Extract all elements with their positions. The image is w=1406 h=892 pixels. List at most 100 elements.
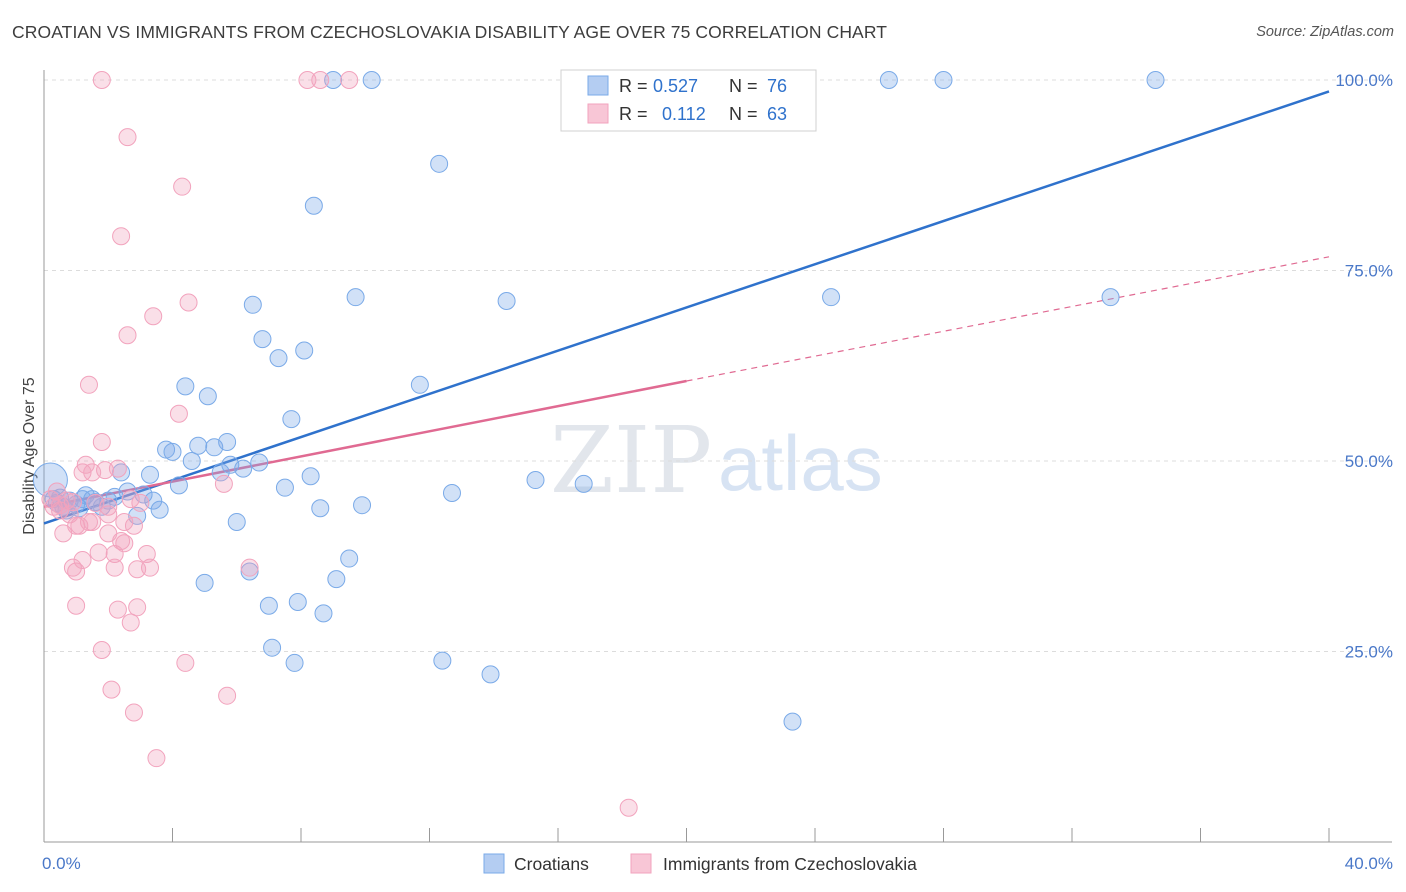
point-croatians — [189, 436, 208, 455]
point-czech — [121, 490, 140, 509]
point-czech — [99, 524, 118, 543]
point-croatians — [481, 665, 500, 684]
point-croatians — [150, 500, 169, 519]
point-croatians — [433, 651, 452, 670]
point-croatians — [288, 592, 307, 611]
point-croatians — [934, 71, 953, 89]
trend-line-czech — [43, 379, 687, 508]
point-croatians — [304, 196, 323, 215]
point-czech — [179, 293, 198, 312]
point-croatians — [285, 653, 304, 672]
y-tick-labels: 25.0% 50.0% 75.0% 100.0% — [1335, 71, 1393, 662]
bottom-legend-label-czech: Immigrants from Czechoslovakia — [663, 854, 917, 874]
point-czech — [141, 558, 160, 577]
point-czech — [57, 491, 76, 510]
legend-swatch-croatians — [587, 75, 609, 96]
point-croatians — [783, 712, 802, 731]
point-croatians — [346, 288, 365, 307]
point-czech — [214, 474, 233, 493]
point-czech — [128, 598, 147, 617]
legend-n-value-1: 76 — [767, 76, 787, 96]
point-croatians — [311, 499, 330, 518]
point-croatians — [1146, 71, 1165, 89]
point-croatians — [282, 410, 301, 429]
point-croatians — [218, 432, 237, 451]
series-immigrants-czechoslovakia — [41, 71, 638, 817]
point-czech — [218, 686, 237, 705]
point-czech — [173, 177, 192, 196]
legend-n-label-1: N = — [729, 76, 758, 96]
legend-r-value-1: 0.527 — [653, 76, 698, 96]
point-croatians — [234, 459, 253, 478]
point-czech — [340, 71, 359, 89]
point-croatians — [240, 562, 259, 581]
point-croatians — [275, 478, 294, 497]
point-croatians — [324, 71, 343, 89]
point-croatians — [340, 549, 359, 568]
point-croatians — [243, 295, 262, 314]
point-croatians — [198, 387, 217, 406]
y-tick-label-25: 25.0% — [1345, 643, 1393, 662]
point-czech — [118, 128, 137, 147]
point-czech — [92, 432, 111, 451]
legend-r-label-2: R = — [619, 104, 648, 124]
legend-r-label-1: R = — [619, 76, 648, 96]
point-czech — [73, 551, 92, 570]
point-croatians — [182, 452, 201, 470]
stats-legend: R = 0.527 N = 76 R = 0.112 N = 63 — [560, 69, 817, 132]
point-czech — [169, 404, 188, 423]
point-croatians — [211, 463, 230, 482]
y-axis-title: Disability Age Over 75 — [21, 377, 38, 535]
point-croatians — [227, 512, 246, 531]
point-croatians — [169, 476, 188, 495]
point-czech — [147, 749, 166, 768]
point-croatians — [327, 570, 346, 589]
chart-title: CROATIAN VS IMMIGRANTS FROM CZECHOSLOVAK… — [12, 22, 888, 42]
point-croatians — [269, 349, 288, 368]
chart-source: Source: ZipAtlas.com — [1256, 24, 1394, 40]
legend-swatch-czech — [587, 103, 609, 124]
point-czech — [115, 534, 134, 553]
point-czech — [124, 703, 143, 722]
point-croatians — [879, 71, 898, 89]
point-czech — [96, 461, 115, 480]
point-czech — [124, 516, 143, 535]
point-croatians — [259, 596, 278, 615]
point-croatians — [362, 71, 381, 89]
trend-line-croatians — [43, 90, 1330, 525]
legend-r-value-2: 0.112 — [662, 104, 706, 124]
point-croatians — [574, 474, 593, 493]
point-czech — [131, 493, 150, 512]
point-croatians — [263, 638, 282, 657]
point-czech — [176, 653, 195, 672]
point-czech — [144, 307, 163, 326]
point-czech — [76, 455, 95, 474]
point-croatians — [442, 484, 461, 503]
point-croatians — [253, 330, 272, 349]
x-ticks — [43, 828, 1330, 842]
point-czech — [240, 558, 259, 577]
point-croatians — [176, 377, 195, 396]
point-croatians — [353, 496, 372, 515]
point-czech — [63, 493, 82, 512]
point-croatians — [410, 375, 429, 394]
bottom-legend-label-croatians: Croatians — [514, 854, 589, 874]
point-czech — [108, 459, 127, 478]
point-czech — [619, 798, 638, 817]
bottom-legend-swatch-croatians — [483, 853, 505, 874]
point-czech — [115, 512, 134, 531]
point-croatians — [195, 573, 214, 592]
point-croatians — [141, 465, 160, 484]
x-tick-label-max: 40.0% — [1345, 854, 1393, 873]
trend-lines — [43, 90, 1330, 525]
series-legend: Croatians Immigrants from Czechoslovakia — [483, 853, 917, 874]
point-czech — [121, 613, 140, 632]
point-croatians — [497, 291, 516, 310]
point-croatians — [314, 604, 333, 623]
point-czech — [67, 596, 86, 615]
point-croatians — [822, 288, 841, 307]
point-croatians — [1101, 288, 1120, 307]
y-tick-label-50: 50.0% — [1345, 452, 1393, 471]
watermark-atlas: atlas — [718, 419, 883, 507]
